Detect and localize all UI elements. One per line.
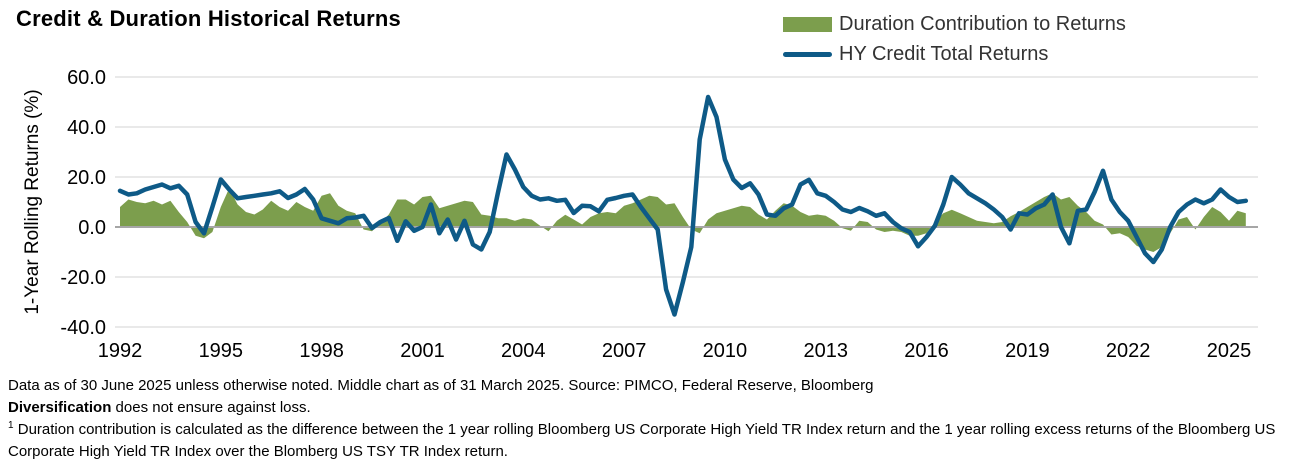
footer-diversification-term: Diversification [8, 399, 112, 416]
x-tick-label: 2022 [1106, 340, 1151, 362]
footnote-marker: 1 [8, 420, 14, 431]
x-tick-label: 2025 [1207, 340, 1252, 362]
x-tick-label: 1992 [98, 340, 143, 362]
x-tick-label: 2019 [1005, 340, 1050, 362]
y-tick-label: 60.0 [67, 67, 106, 89]
x-tick-label: 2013 [803, 340, 848, 362]
x-tick-label: 1995 [199, 340, 244, 362]
x-tick-label: 1998 [299, 340, 344, 362]
y-axis-title: 1-Year Rolling Returns (%) [22, 89, 43, 314]
footer-diversification-line: Diversification does not ensure against … [8, 399, 311, 416]
x-tick-label: 2004 [501, 340, 546, 362]
y-tick-label: 0.0 [78, 217, 106, 239]
footer-source-line: Data as of 30 June 2025 unless otherwise… [8, 377, 874, 394]
x-tick-label: 2010 [703, 340, 748, 362]
x-tick-label: 2007 [602, 340, 647, 362]
y-tick-label: 40.0 [67, 117, 106, 139]
x-tick-label: 2016 [904, 340, 949, 362]
legend-label-hy-credit: HY Credit Total Returns [839, 43, 1049, 65]
y-tick-label: -40.0 [60, 317, 106, 339]
duration-area-swatch-icon [783, 16, 832, 32]
legend: Duration Contribution to Returns HY Cred… [783, 13, 1126, 65]
hy-credit-line-swatch-icon [783, 51, 832, 57]
duration-contribution-area [120, 188, 1246, 252]
hy-credit-total-returns-line [117, 94, 1249, 317]
legend-item-hy-credit: HY Credit Total Returns [783, 43, 1126, 65]
legend-label-duration: Duration Contribution to Returns [839, 13, 1126, 35]
footer-disclosures: Data as of 30 June 2025 unless otherwise… [8, 375, 1302, 463]
page-title: Credit & Duration Historical Returns [16, 6, 401, 31]
legend-item-duration-contribution: Duration Contribution to Returns [783, 13, 1126, 35]
x-tick-label: 2001 [400, 340, 445, 362]
y-tick-label: 20.0 [67, 167, 106, 189]
footer-footnote: 1 Duration contribution is calculated as… [8, 420, 1276, 461]
y-tick-label: -20.0 [60, 267, 106, 289]
